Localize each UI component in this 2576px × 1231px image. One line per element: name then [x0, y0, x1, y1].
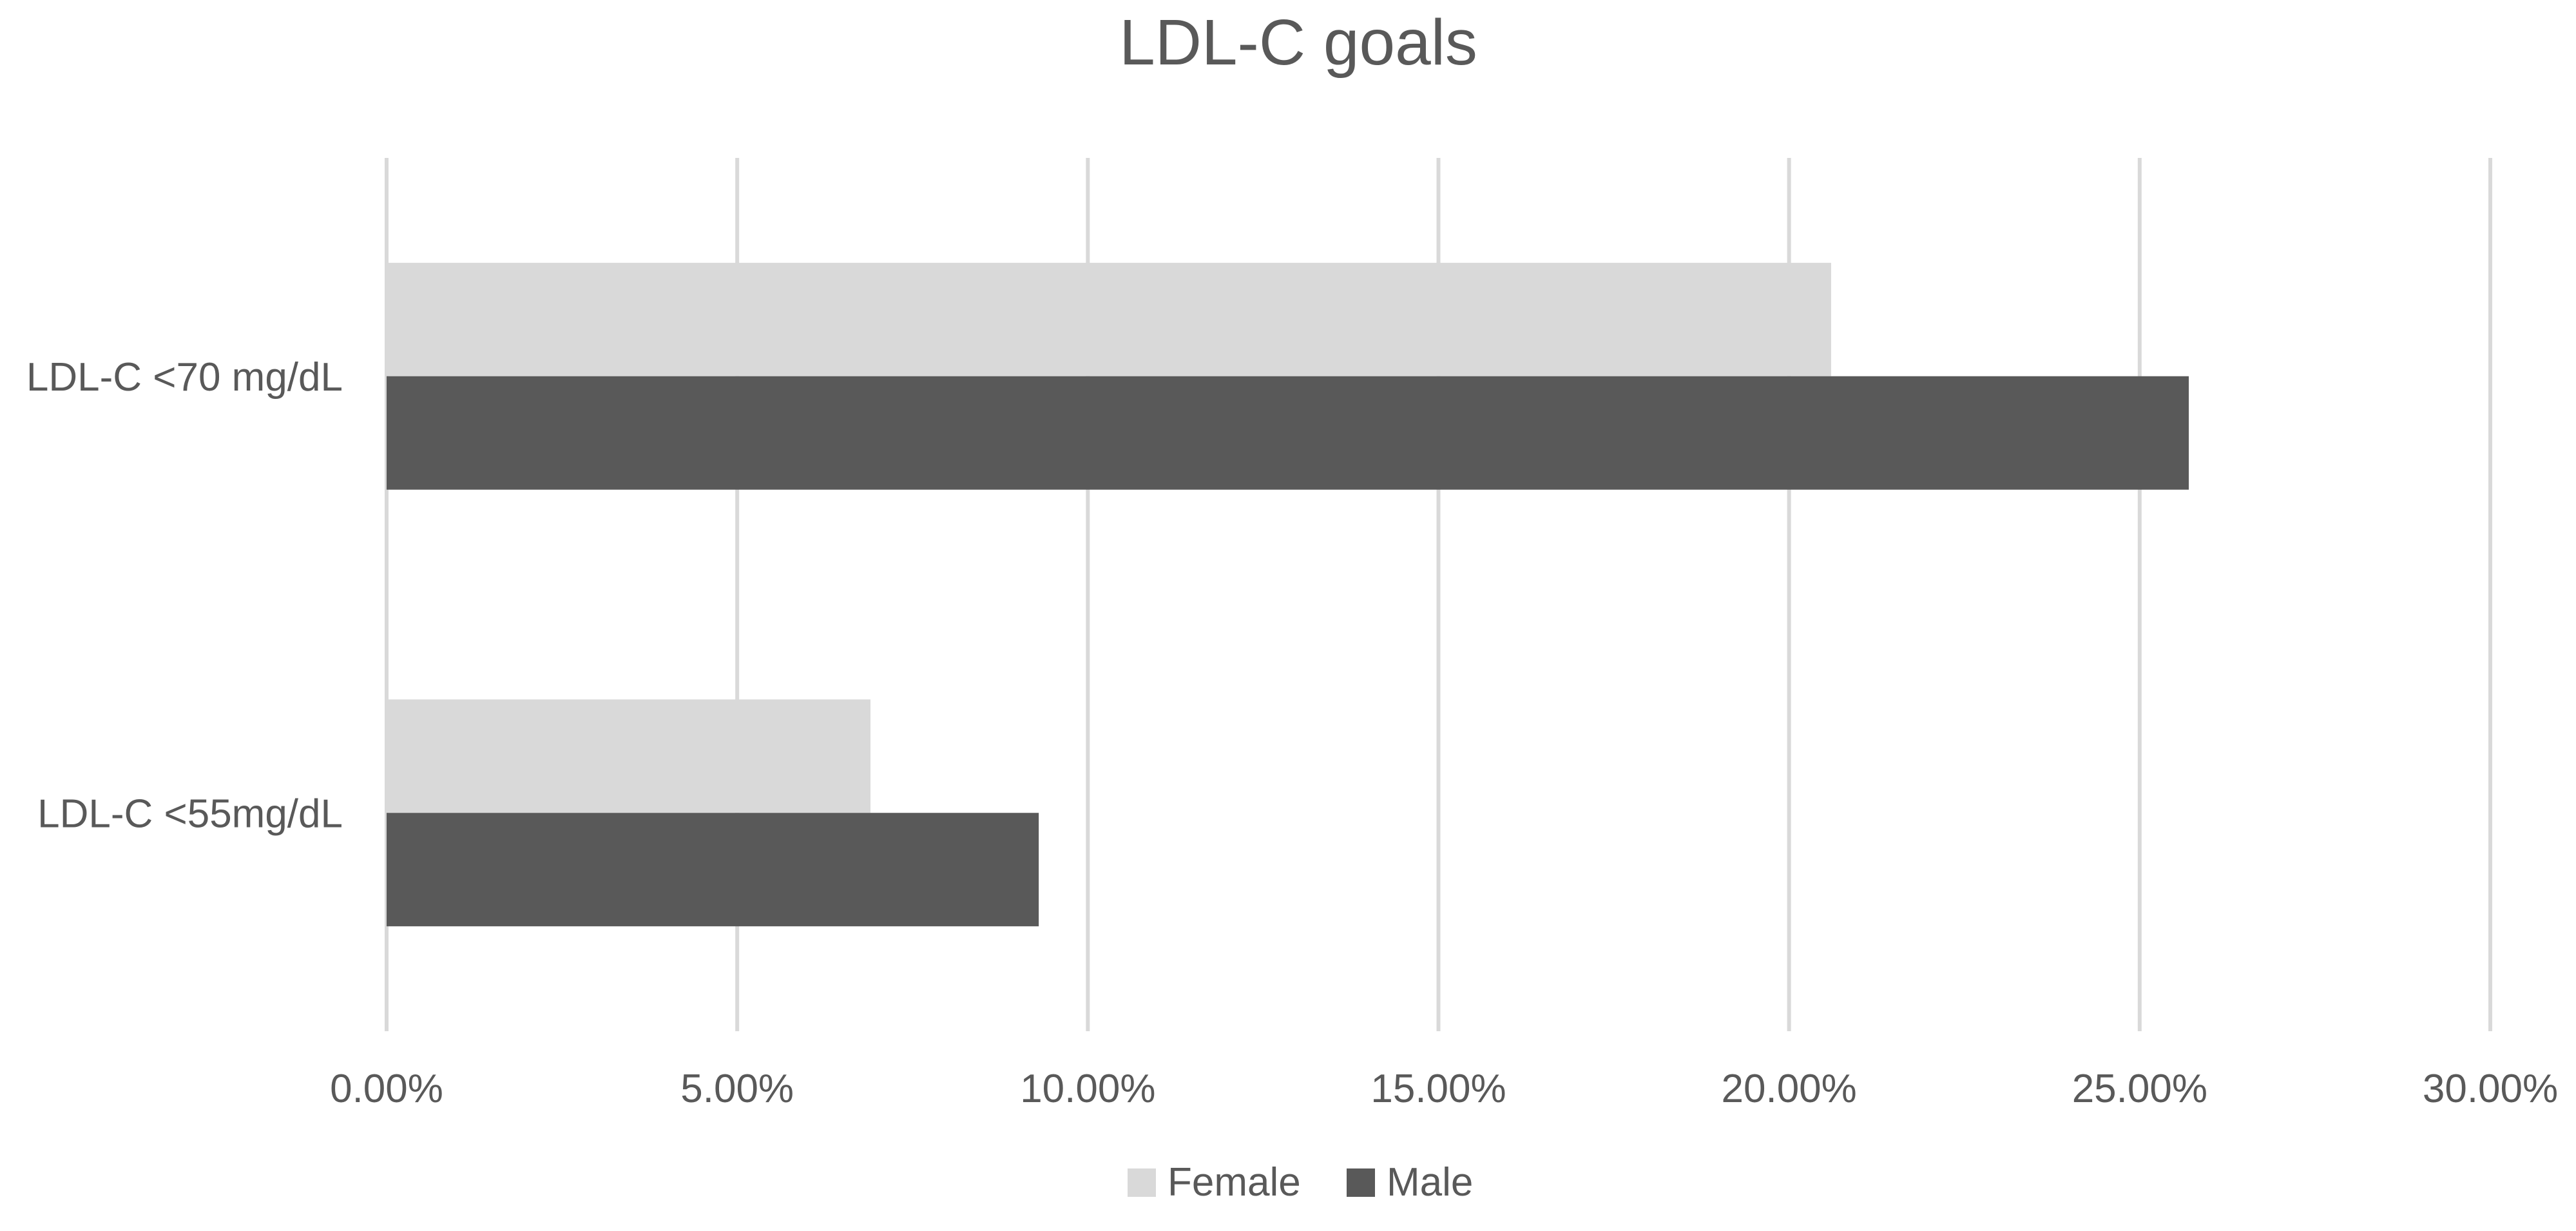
- legend-label-male: Male: [1387, 1160, 1473, 1205]
- x-tick-label: 25.00%: [2072, 1067, 2207, 1111]
- y-category-label: LDL-C <55mg/dL: [37, 791, 343, 836]
- bar-female: [387, 699, 870, 813]
- legend-swatch-male: [1347, 1168, 1375, 1197]
- x-tick-label: 30.00%: [2423, 1067, 2558, 1111]
- x-tick-label: 5.00%: [680, 1067, 794, 1111]
- chart-title: LDL-C goals: [1119, 6, 1477, 79]
- legend-swatch-female: [1128, 1168, 1156, 1197]
- bar-male: [387, 813, 1039, 927]
- x-tick-label: 10.00%: [1020, 1067, 1155, 1111]
- legend: Female Male: [1128, 1160, 1473, 1205]
- bar-female: [387, 262, 1831, 376]
- bar-male: [387, 376, 2189, 490]
- x-tick-label: 15.00%: [1370, 1067, 1506, 1111]
- y-axis-labels: LDL-C <70 mg/dL LDL-C <55mg/dL: [26, 355, 343, 837]
- x-tick-label: 20.00%: [1722, 1067, 1857, 1111]
- legend-label-female: Female: [1168, 1160, 1301, 1205]
- bars: [387, 262, 2189, 927]
- y-category-label: LDL-C <70 mg/dL: [26, 355, 343, 400]
- x-tick-label: 0.00%: [330, 1067, 443, 1111]
- x-axis-labels: 0.00% 5.00% 10.00% 15.00% 20.00% 25.00% 30.00%: [330, 1067, 2558, 1111]
